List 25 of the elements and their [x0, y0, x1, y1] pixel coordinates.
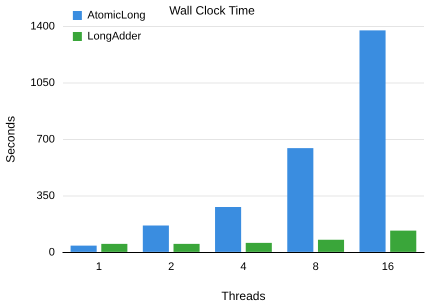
chart-title: Wall Clock Time [169, 4, 256, 18]
bar [101, 244, 128, 252]
bar [142, 225, 169, 252]
y-axis-title: Seconds [4, 116, 18, 163]
y-tick-label: 0 [48, 246, 55, 258]
x-tick-label: 2 [168, 261, 174, 274]
bar [287, 148, 314, 252]
y-tick-label: 350 [36, 190, 55, 202]
bar [318, 240, 344, 252]
x-tick-label: 4 [240, 261, 246, 274]
bar [246, 242, 272, 252]
x-axis-title: Threads [221, 289, 266, 304]
bar [70, 246, 97, 252]
bar [215, 207, 242, 252]
x-tick-label: 1 [96, 261, 102, 274]
bar [390, 230, 416, 252]
legend-label: LongAdder [87, 30, 142, 43]
x-tick-label: 8 [312, 261, 319, 274]
y-tick-label: 700 [36, 133, 55, 146]
y-tick-label: 1050 [30, 76, 55, 89]
x-tick-label: 16 [382, 261, 394, 274]
y-tick-label: 1400 [30, 20, 55, 32]
bar [174, 244, 200, 252]
legend-label: AtomicLong [87, 10, 146, 22]
bar [359, 30, 386, 252]
